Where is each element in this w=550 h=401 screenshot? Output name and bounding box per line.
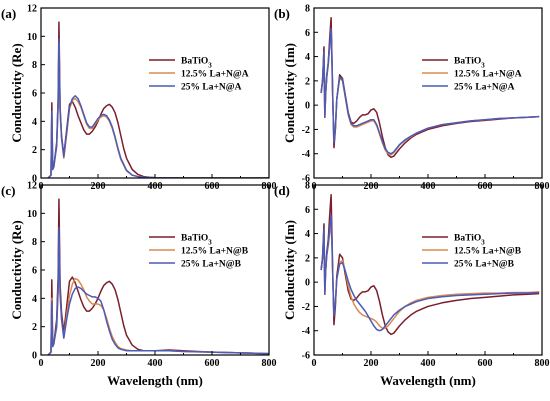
y-tick-label: 6 — [305, 28, 310, 39]
x-tick-label: 200 — [364, 358, 379, 369]
y-axis-title: Conductivity (Re) — [9, 220, 24, 319]
y-tick-label: 8 — [305, 4, 310, 15]
y-tick-label: 6 — [32, 266, 37, 277]
series-line-batio3 — [320, 16, 540, 159]
legend-label: 12.5% La+N@B — [454, 247, 522, 257]
x-tick-label: 200 — [91, 358, 106, 369]
x-tick-label: 200 — [364, 181, 379, 192]
y-tick-label: 4 — [305, 229, 310, 240]
legend-subscript: 3 — [208, 239, 212, 247]
y-tick-label: 8 — [32, 60, 37, 71]
legend-subscript: 3 — [208, 62, 212, 70]
x-tick-label: 0 — [312, 358, 317, 369]
y-tick-label: 4 — [32, 117, 37, 128]
x-tick-label: 800 — [535, 358, 550, 369]
x-tick-label: 400 — [421, 358, 436, 369]
panel-label: (c) — [1, 183, 15, 198]
legend-label: BaTiO3 — [181, 57, 212, 70]
y-tick-label: 10 — [27, 32, 37, 43]
legend-label: 25% La+N@A — [454, 83, 515, 93]
y-tick-label: 0 — [32, 174, 37, 185]
y-tick-label: 12 — [27, 181, 37, 192]
legend-label: 25% La+N@B — [181, 260, 242, 270]
legend-subscript: 3 — [481, 62, 485, 70]
x-tick-label: 400 — [421, 181, 436, 192]
x-axis-title: Wavelength (nm) — [380, 373, 476, 388]
x-tick-label: 200 — [91, 181, 106, 192]
y-tick-label: 6 — [305, 205, 310, 216]
series-line-25 — [320, 27, 540, 155]
x-tick-label: 400 — [148, 181, 163, 192]
y-tick-label: 0 — [305, 278, 310, 289]
x-tick-label: 600 — [478, 181, 493, 192]
y-tick-label: 2 — [32, 322, 37, 333]
series-line-batio3 — [320, 193, 540, 336]
legend-label: BaTiO3 — [181, 234, 212, 247]
y-axis-title: Conductivity (Im) — [282, 220, 297, 320]
legend-label: BaTiO3 — [454, 57, 485, 70]
panel-label: (a) — [1, 6, 16, 21]
y-tick-label: -2 — [302, 302, 310, 313]
panel-label: (d) — [274, 183, 290, 198]
legend-label: 12.5% La+N@A — [181, 70, 249, 80]
y-tick-label: 2 — [32, 145, 37, 156]
y-axis-title: Conductivity (Re) — [9, 43, 24, 142]
y-tick-label: 10 — [27, 209, 37, 220]
legend-label: 25% La+N@B — [454, 260, 515, 270]
y-axis-title: Conductivity (Im) — [282, 43, 297, 143]
series-line-25 — [320, 214, 540, 332]
y-tick-label: 6 — [32, 89, 37, 100]
y-tick-label: -4 — [302, 149, 310, 160]
y-tick-label: -2 — [302, 125, 310, 136]
panel-c: 0 200 400 600 800 0 2 4 6 8 10 12 Conductivity (Re) W… — [1, 181, 277, 389]
y-tick-label: -6 — [302, 174, 310, 185]
y-tick-label: -6 — [302, 351, 310, 362]
series-line-25 — [47, 226, 269, 355]
x-axis-title: Wavelength (nm) — [107, 373, 203, 388]
y-tick-label: 2 — [305, 76, 310, 87]
legend-label: BaTiO3 — [454, 234, 485, 247]
x-tick-label: 600 — [205, 181, 220, 192]
y-tick-label: 0 — [305, 101, 310, 112]
x-tick-label: 400 — [148, 358, 163, 369]
x-tick-label: 600 — [478, 358, 493, 369]
panel-d: 0 200 400 600 800 -6 -4 -2 0 2 4 6 8 Conductivity (Im… — [274, 181, 550, 389]
y-tick-label: 4 — [32, 294, 37, 305]
x-tick-label: 600 — [205, 358, 220, 369]
legend-label: 12.5% La+N@B — [181, 247, 249, 257]
legend-subscript: 3 — [481, 239, 485, 247]
y-tick-label: 0 — [32, 351, 37, 362]
y-tick-label: 2 — [305, 253, 310, 264]
y-tick-label: 12 — [27, 4, 37, 15]
legend-label: 12.5% La+N@A — [454, 70, 522, 80]
legend-label: 25% La+N@A — [181, 83, 242, 93]
y-tick-label: 4 — [305, 52, 310, 63]
y-tick-label: 8 — [32, 237, 37, 248]
panel-label: (b) — [274, 6, 290, 21]
series-line-25 — [47, 38, 269, 178]
x-tick-label: 0 — [39, 358, 44, 369]
y-tick-label: -4 — [302, 326, 310, 337]
x-tick-label: 800 — [262, 358, 277, 369]
y-tick-label: 8 — [305, 181, 310, 192]
